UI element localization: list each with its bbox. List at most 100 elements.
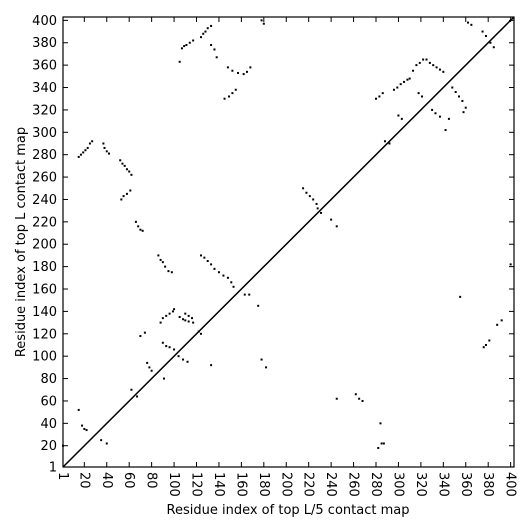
contact-point [425, 58, 428, 61]
x-tick-label: 160 [233, 472, 248, 497]
contact-point [400, 117, 403, 120]
y-tick-label: 260 [32, 171, 57, 186]
contact-point [180, 47, 183, 50]
contact-point [381, 92, 384, 95]
contact-point [100, 439, 103, 442]
contact-point [159, 321, 162, 324]
y-tick-label: 360 [32, 59, 57, 74]
contact-point [260, 19, 263, 22]
contact-point [431, 108, 434, 111]
x-tick-label: 40 [99, 472, 114, 489]
contact-point [161, 341, 164, 344]
contact-point [422, 58, 425, 61]
contact-point [265, 366, 268, 369]
y-tick-label: 340 [32, 81, 57, 96]
contact-point [379, 422, 382, 425]
contact-point [105, 150, 108, 153]
contact-point [159, 258, 162, 261]
contact-point [170, 271, 173, 274]
contact-point [262, 22, 265, 25]
contact-point [210, 263, 213, 266]
contact-point [484, 35, 487, 38]
contact-point [139, 335, 142, 338]
contact-point [230, 281, 233, 284]
contact-point [451, 86, 454, 89]
contact-point [161, 261, 164, 264]
contact-point [88, 142, 91, 145]
y-tick-label: 1 [49, 461, 57, 476]
contact-point [312, 198, 315, 201]
contact-point [418, 61, 421, 64]
contact-point [464, 106, 467, 109]
contact-point [168, 346, 171, 349]
contact-point [164, 265, 167, 268]
x-tick-label: 280 [368, 472, 383, 497]
contact-point [226, 276, 229, 279]
contact-point [146, 361, 149, 364]
contact-point [130, 173, 133, 176]
x-tick-label: 140 [211, 472, 226, 497]
contact-point [206, 27, 209, 30]
y-tick-label: 140 [32, 305, 57, 320]
y-tick-label: 60 [40, 394, 57, 409]
contact-point [123, 164, 126, 167]
contact-point [358, 397, 361, 400]
contact-point [183, 45, 186, 48]
contact-point [482, 346, 485, 349]
contact-point [186, 360, 189, 363]
contact-point [459, 295, 462, 298]
contact-point [79, 153, 82, 156]
contact-point [458, 95, 461, 98]
contact-point [162, 377, 165, 380]
contact-point [228, 95, 231, 98]
contact-point [85, 429, 88, 432]
contact-point [102, 142, 105, 145]
contact-point [150, 369, 153, 372]
contact-point [206, 260, 209, 263]
contact-point [178, 60, 181, 63]
contact-point [191, 317, 194, 320]
x-tick-label: 360 [458, 472, 473, 497]
contact-point [481, 30, 484, 33]
contact-point [103, 146, 106, 149]
x-tick-label: 400 [503, 472, 518, 497]
contact-point [428, 61, 431, 64]
contact-point [406, 78, 409, 81]
contact-point [157, 254, 160, 257]
x-tick-label: 220 [301, 472, 316, 497]
contact-point [199, 36, 202, 39]
contact-point [91, 140, 94, 143]
contact-point [215, 56, 218, 59]
contact-point [383, 140, 386, 143]
contact-point [382, 442, 385, 445]
contact-point [222, 274, 225, 277]
x-tick-label: 80 [144, 472, 159, 489]
y-tick-label: 200 [32, 238, 57, 253]
contact-point [435, 66, 438, 69]
contact-point [199, 332, 202, 335]
contact-point [197, 330, 200, 333]
contact-point [171, 310, 174, 313]
x-tick-label: 340 [435, 472, 450, 497]
contact-point [210, 43, 213, 46]
contact-point [462, 111, 465, 114]
contact-point [173, 348, 176, 351]
contact-point [83, 427, 86, 430]
x-tick-label: 200 [278, 472, 293, 497]
contact-point [167, 270, 170, 273]
contact-point [354, 393, 357, 396]
contact-point [182, 318, 185, 321]
contact-point [392, 88, 395, 91]
contact-point [316, 207, 319, 210]
contact-point [432, 64, 435, 67]
contact-point [185, 43, 188, 46]
y-tick-label: 320 [32, 103, 57, 118]
contact-point [237, 71, 240, 74]
contact-point [178, 316, 181, 318]
y-tick-label: 80 [40, 372, 57, 387]
contact-point [438, 115, 441, 118]
contact-point [187, 320, 190, 323]
contact-point [442, 70, 445, 73]
contact-point [380, 442, 383, 445]
contact-point [210, 364, 213, 367]
